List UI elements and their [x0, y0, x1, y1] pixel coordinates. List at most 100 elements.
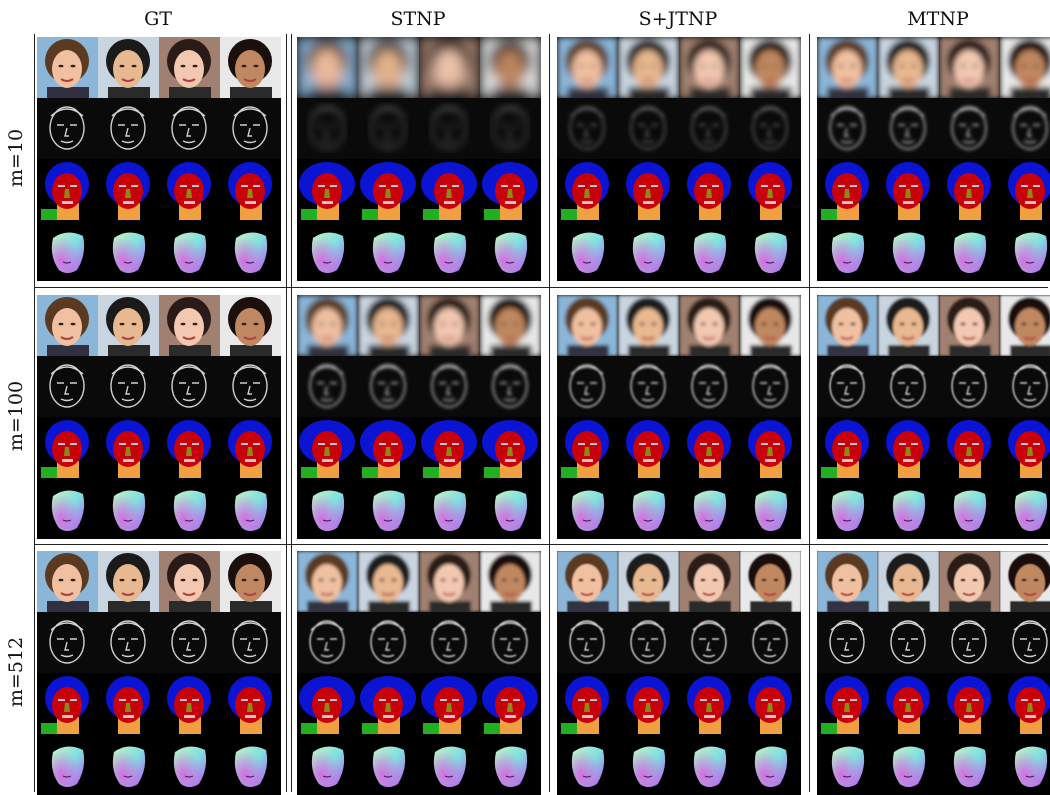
segmentation-face-image [419, 673, 480, 734]
edge-face-image [159, 98, 220, 159]
normals-face-image [740, 734, 801, 795]
edge-face-image [817, 98, 878, 159]
rgb-face-image [618, 551, 679, 612]
edge-face-image [878, 612, 939, 673]
edge-face-image [98, 98, 159, 159]
rgb-face-image [159, 37, 220, 98]
edge-face-image [740, 612, 801, 673]
normals-face-image [740, 220, 801, 281]
rgb-face-image [740, 37, 801, 98]
rgb-face-image [679, 551, 740, 612]
segmentation-face-image [939, 159, 1000, 220]
segmentation-face-image [220, 417, 281, 478]
segmentation-face-image [557, 673, 618, 734]
edge-face-image [419, 612, 480, 673]
edge-face-image [37, 98, 98, 159]
segmentation-face-image [159, 417, 220, 478]
normals-face-image [98, 478, 159, 539]
normals-face-image [297, 734, 358, 795]
segmentation-face-image [37, 159, 98, 220]
segmentation-face-image [878, 159, 939, 220]
normals-face-image [817, 220, 878, 281]
normals-face-image [480, 734, 541, 795]
rgb-face-image [740, 551, 801, 612]
row-header-m10: m=10 [5, 128, 27, 188]
grid-vline-mid [549, 34, 550, 792]
segmentation-face-image [679, 159, 740, 220]
edge-face-image [37, 356, 98, 417]
edge-face-image [557, 98, 618, 159]
normals-face-image [1000, 734, 1050, 795]
rgb-face-image [419, 37, 480, 98]
normals-face-image [480, 220, 541, 281]
segmentation-face-image [939, 673, 1000, 734]
edge-face-image [480, 98, 541, 159]
segmentation-face-image [557, 417, 618, 478]
segmentation-face-image [740, 673, 801, 734]
rgb-face-image [98, 295, 159, 356]
grid-hline-1 [34, 287, 1048, 288]
rgb-face-image [37, 551, 98, 612]
rgb-face-image [1000, 295, 1050, 356]
column-header-gt: GT [144, 8, 172, 30]
segmentation-face-image [297, 159, 358, 220]
segmentation-face-image [419, 417, 480, 478]
rgb-face-image [618, 37, 679, 98]
normals-face-image [878, 478, 939, 539]
rgb-face-image [220, 551, 281, 612]
rgb-face-image [98, 551, 159, 612]
edge-face-image [297, 612, 358, 673]
normals-face-image [159, 220, 220, 281]
segmentation-face-image [419, 159, 480, 220]
edge-face-image [817, 356, 878, 417]
segmentation-face-image [480, 417, 541, 478]
normals-face-image [817, 734, 878, 795]
column-header-stnp: STNP [390, 8, 446, 30]
rgb-face-image [297, 37, 358, 98]
normals-face-image [159, 478, 220, 539]
segmentation-face-image [1000, 417, 1050, 478]
normals-face-image [557, 734, 618, 795]
rgb-face-image [939, 37, 1000, 98]
normals-face-image [98, 734, 159, 795]
prediction-block [297, 551, 541, 795]
edge-face-image [159, 612, 220, 673]
edge-face-image [878, 356, 939, 417]
edge-face-image [679, 356, 740, 417]
prediction-block [37, 37, 281, 281]
edge-face-image [37, 612, 98, 673]
normals-face-image [37, 220, 98, 281]
segmentation-face-image [939, 417, 1000, 478]
segmentation-face-image [740, 159, 801, 220]
rgb-face-image [679, 37, 740, 98]
normals-face-image [740, 478, 801, 539]
normals-face-image [358, 478, 419, 539]
rgb-face-image [939, 295, 1000, 356]
normals-face-image [419, 220, 480, 281]
prediction-block [37, 295, 281, 539]
segmentation-face-image [297, 417, 358, 478]
edge-face-image [220, 98, 281, 159]
rgb-face-image [557, 295, 618, 356]
normals-face-image [939, 220, 1000, 281]
prediction-block [817, 295, 1050, 539]
normals-face-image [419, 734, 480, 795]
segmentation-face-image [159, 673, 220, 734]
prediction-block [817, 551, 1050, 795]
edge-face-image [480, 612, 541, 673]
edge-face-image [419, 356, 480, 417]
segmentation-face-image [159, 159, 220, 220]
edge-face-image [939, 612, 1000, 673]
edge-face-image [740, 356, 801, 417]
normals-face-image [679, 220, 740, 281]
segmentation-face-image [37, 417, 98, 478]
edge-face-image [159, 356, 220, 417]
edge-face-image [557, 356, 618, 417]
prediction-block [37, 551, 281, 795]
rgb-face-image [618, 295, 679, 356]
normals-face-image [358, 220, 419, 281]
prediction-block [557, 37, 801, 281]
normals-face-image [1000, 478, 1050, 539]
segmentation-face-image [817, 417, 878, 478]
rgb-face-image [939, 551, 1000, 612]
